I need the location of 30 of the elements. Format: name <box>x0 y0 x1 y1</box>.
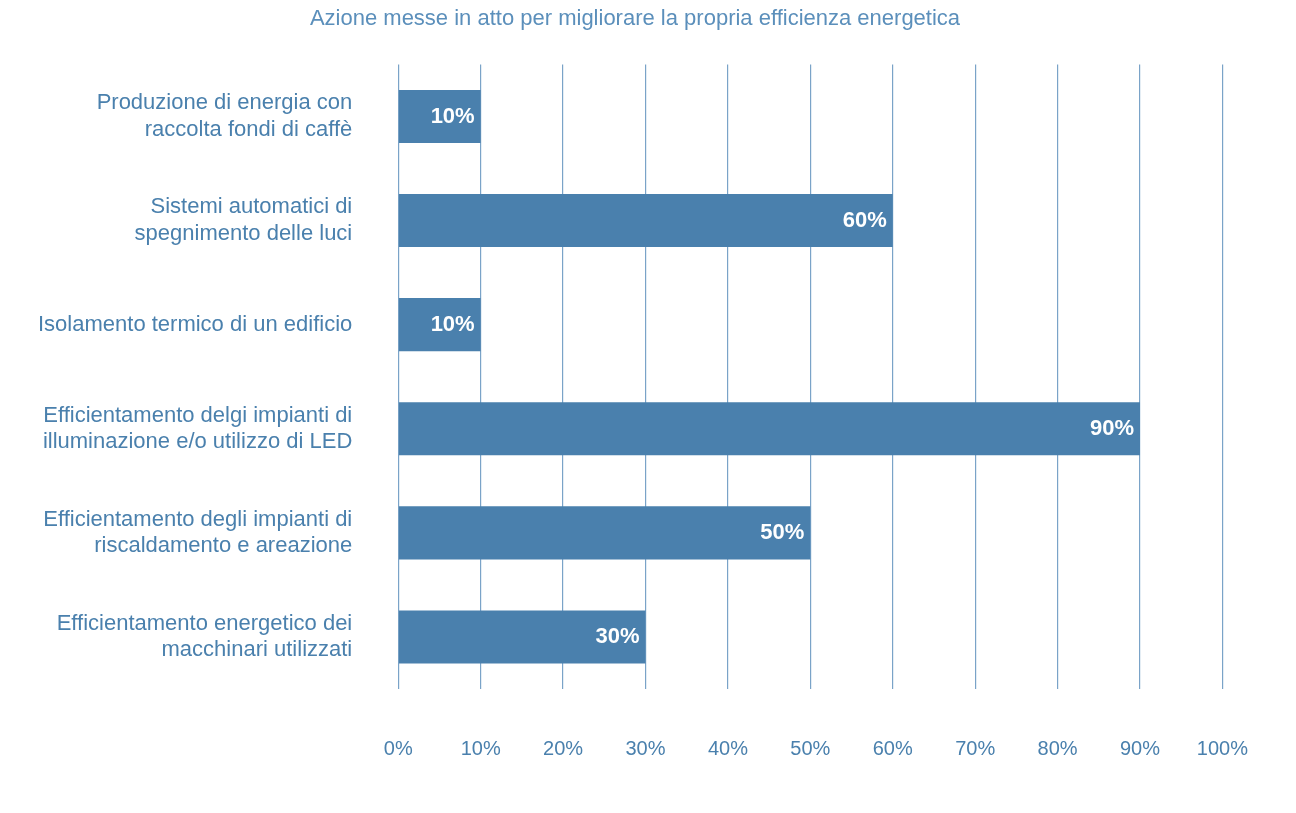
x-tick-label: 0% <box>383 736 413 759</box>
x-tick-label: 100% <box>1196 736 1249 759</box>
bar <box>398 402 1141 456</box>
x-tick-label: 30% <box>625 736 666 759</box>
data-label: 10% <box>430 310 475 336</box>
bar <box>398 506 811 560</box>
bar <box>398 298 481 352</box>
data-label: 50% <box>760 518 805 544</box>
x-tick-label: 70% <box>955 736 996 759</box>
data-label: 60% <box>842 206 887 232</box>
x-tick-label: 10% <box>460 736 501 759</box>
x-tick-label: 20% <box>543 736 584 759</box>
x-tick-label: 50% <box>790 736 831 759</box>
bar <box>398 610 646 664</box>
data-label: 10% <box>430 102 475 128</box>
x-tick-label: 90% <box>1119 736 1161 759</box>
y-tick-label: Isolamento termico di un edificio <box>38 310 353 336</box>
chart-title: Azione messe in atto per migliorare la propria efficienza energetica <box>309 5 961 31</box>
y-tick-label: Efficientamento degli impianti di riscaldamento e areazione <box>43 505 353 558</box>
y-tick-label: Sistemi automatici di spegnimento delle luci <box>134 193 353 245</box>
x-tick-label: 80% <box>1037 736 1078 759</box>
x-tick-label: 40% <box>707 736 749 759</box>
y-tick-label: Efficientamento energetico dei macchinari utilizzati <box>56 609 353 662</box>
data-label: 90% <box>1089 414 1135 440</box>
bar <box>398 89 481 143</box>
bar <box>398 194 893 248</box>
data-label: 30% <box>595 623 640 649</box>
x-tick-label: 60% <box>872 736 913 759</box>
y-tick-label: Produzione di energia con raccolta fondi di caffè <box>96 89 353 141</box>
y-tick-label: Efficientamento delgi impianti di illuminazione e/o utilizzo di LED <box>42 401 353 454</box>
